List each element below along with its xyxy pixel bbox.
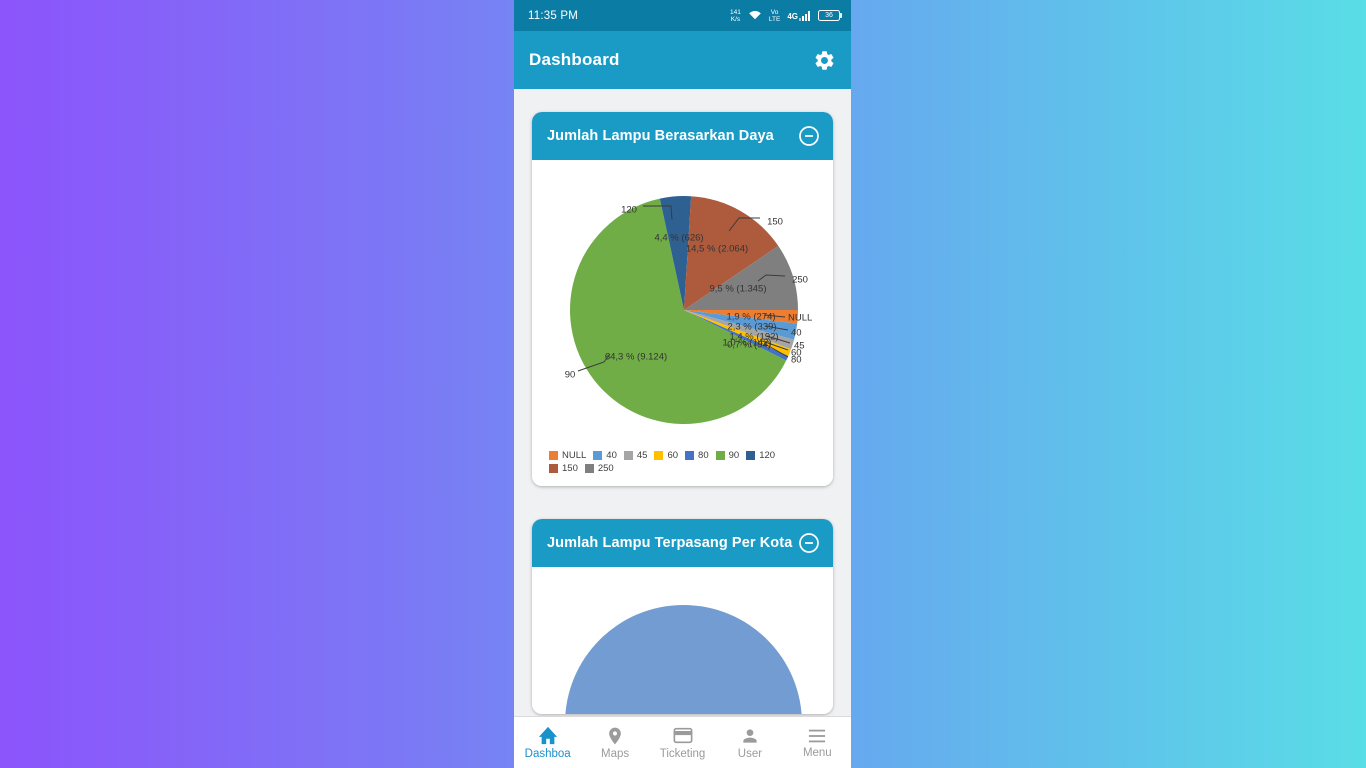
pie-slice[interactable] bbox=[565, 605, 802, 714]
pie-percent-label: 1,9 % (274) bbox=[726, 312, 775, 323]
card-title: Jumlah Lampu Berasarkan Daya bbox=[547, 128, 774, 144]
pie-category-label: 90 bbox=[565, 370, 576, 381]
pie-leader-line bbox=[764, 343, 789, 358]
legend-label: 40 bbox=[606, 450, 617, 461]
pie-percent-label: 1,0 % (142) bbox=[722, 338, 771, 349]
ticket-card-icon bbox=[673, 727, 692, 743]
map-pin-icon bbox=[609, 727, 621, 744]
card-header: Jumlah Lampu Berasarkan Daya bbox=[532, 112, 833, 160]
legend-label: NULL bbox=[562, 450, 587, 461]
legend-item-NULL[interactable]: NULL bbox=[549, 450, 586, 461]
pie-slice-45[interactable] bbox=[684, 310, 795, 350]
pie-category-label: 80 bbox=[791, 355, 802, 366]
legend-label: 90 bbox=[728, 450, 740, 461]
card-title: Jumlah Lampu Terpasang Per Kota bbox=[547, 535, 793, 551]
chart-legend: NULL 40 45 60 80 90 120 150 250 bbox=[532, 448, 817, 486]
nav-item-maps[interactable]: Maps bbox=[581, 717, 648, 768]
home-icon bbox=[538, 726, 557, 744]
page-title: Dashboard bbox=[529, 50, 620, 69]
pie-leader-line bbox=[728, 217, 760, 232]
card-lampu-daya: Jumlah Lampu Berasarkan Daya 1,9 % (274)… bbox=[532, 112, 833, 486]
app-bar: Dashboard bbox=[514, 31, 851, 89]
legend-swatch bbox=[623, 451, 633, 460]
phone-screen: 11:35 PM 141 K/s Vo LTE 4G bbox=[514, 0, 851, 768]
pie-category-label: 120 bbox=[621, 205, 637, 216]
pie-slice-80[interactable] bbox=[684, 310, 789, 361]
pie-leader-line bbox=[643, 205, 673, 221]
clock: 11:35 PM bbox=[528, 9, 578, 22]
pie-chart-svg: 1,9 % (274) NULL 2,3 % (339) 40 1,4 % (192) 4… bbox=[565, 195, 812, 424]
settings-gear-icon[interactable] bbox=[813, 49, 836, 72]
pie-slice-60[interactable] bbox=[684, 310, 792, 356]
pie-percent-label: 2,3 % (339) bbox=[727, 322, 776, 333]
legend-label: 250 bbox=[597, 463, 614, 474]
card-lampu-kota: Jumlah Lampu Terpasang Per Kota bbox=[532, 519, 833, 714]
pie-category-label: 45 bbox=[794, 341, 805, 352]
pie-percent-label: 0,7 % (94) bbox=[727, 340, 771, 351]
user-icon bbox=[743, 728, 757, 743]
pie-category-label: 60 bbox=[791, 348, 802, 359]
legend-swatch bbox=[549, 464, 558, 473]
pie-leader-line bbox=[766, 335, 791, 344]
legend-label: 150 bbox=[562, 463, 578, 474]
pie-slice-40[interactable] bbox=[684, 310, 798, 340]
legend-item-120[interactable]: 120 bbox=[746, 450, 775, 461]
collapse-minus-icon[interactable] bbox=[798, 125, 820, 147]
pie-percent-label: 14,5 % (2.064) bbox=[686, 244, 748, 255]
legend-label: 60 bbox=[667, 450, 679, 461]
battery-icon: 36 bbox=[818, 10, 842, 21]
pie-percent-label: 64,3 % (9.124) bbox=[605, 352, 667, 363]
volte-indicator: Vo LTE bbox=[768, 8, 781, 23]
legend-item-80[interactable]: 80 bbox=[685, 450, 709, 461]
pie-category-label: NULL bbox=[788, 313, 812, 324]
pie-percent-label: 4,4 % (626) bbox=[654, 233, 703, 244]
legend-item-90[interactable]: 90 bbox=[715, 450, 740, 461]
pie-slice-150[interactable] bbox=[684, 196, 779, 310]
pie-percent-label: 1,4 % (192) bbox=[729, 332, 778, 343]
legend-label: 120 bbox=[759, 450, 776, 461]
legend-item-150[interactable]: 150 bbox=[549, 463, 578, 474]
nav-item-menu[interactable]: Menu bbox=[784, 717, 851, 768]
pie-slice-90[interactable] bbox=[570, 198, 787, 424]
pie-chart-kota bbox=[532, 567, 833, 714]
wifi-icon bbox=[748, 7, 762, 25]
legend-item-250[interactable]: 250 bbox=[584, 463, 614, 474]
pie-leader-line bbox=[763, 314, 786, 318]
collapse-minus-icon[interactable] bbox=[798, 532, 820, 554]
legend-label: 80 bbox=[698, 450, 709, 461]
legend-item-60[interactable]: 60 bbox=[654, 450, 678, 461]
legend-swatch bbox=[685, 451, 695, 460]
pie-leader-line bbox=[577, 353, 611, 372]
pie-slice-NULL[interactable] bbox=[684, 310, 798, 324]
pie-percent-label: 9,5 % (1.345) bbox=[709, 284, 766, 295]
pie-chart-daya: 1,9 % (274) NULL 2,3 % (339) 40 1,4 % (192) 4… bbox=[532, 160, 833, 486]
status-bar: 11:35 PM 141 K/s Vo LTE 4G bbox=[514, 0, 851, 31]
legend-swatch bbox=[746, 451, 756, 460]
bottom-navigation: Dashboa Maps Ticketing User bbox=[514, 716, 851, 768]
legend-swatch bbox=[715, 451, 725, 460]
signal-strength-icon: 4G bbox=[787, 10, 811, 21]
network-speed: 141 K/s bbox=[730, 8, 741, 23]
nav-item-ticketing[interactable]: Ticketing bbox=[649, 717, 716, 768]
legend-item-40[interactable]: 40 bbox=[593, 450, 617, 461]
legend-label: 45 bbox=[636, 450, 648, 461]
hamburger-menu-icon bbox=[809, 729, 826, 742]
legend-swatch bbox=[584, 464, 594, 473]
pie-category-label: 150 bbox=[767, 217, 783, 228]
legend-swatch bbox=[549, 451, 558, 460]
legend-item-45[interactable]: 45 bbox=[623, 450, 648, 461]
legend-swatch bbox=[654, 451, 664, 460]
pie-slice-250[interactable] bbox=[684, 245, 798, 310]
pie-leader-line bbox=[757, 274, 786, 282]
legend-swatch bbox=[593, 451, 603, 460]
nav-item-dashboard[interactable]: Dashboa bbox=[514, 717, 581, 768]
pie-category-label: 250 bbox=[792, 275, 808, 286]
pie-leader-line bbox=[761, 340, 789, 351]
pie-slice-120[interactable] bbox=[659, 195, 692, 310]
pie-leader-line bbox=[764, 325, 789, 331]
pie-category-label: 40 bbox=[791, 328, 802, 339]
scroll-content[interactable]: Jumlah Lampu Berasarkan Daya 1,9 % (274)… bbox=[514, 89, 851, 716]
card-header: Jumlah Lampu Terpasang Per Kota bbox=[532, 519, 833, 567]
nav-item-user[interactable]: User bbox=[716, 717, 783, 768]
